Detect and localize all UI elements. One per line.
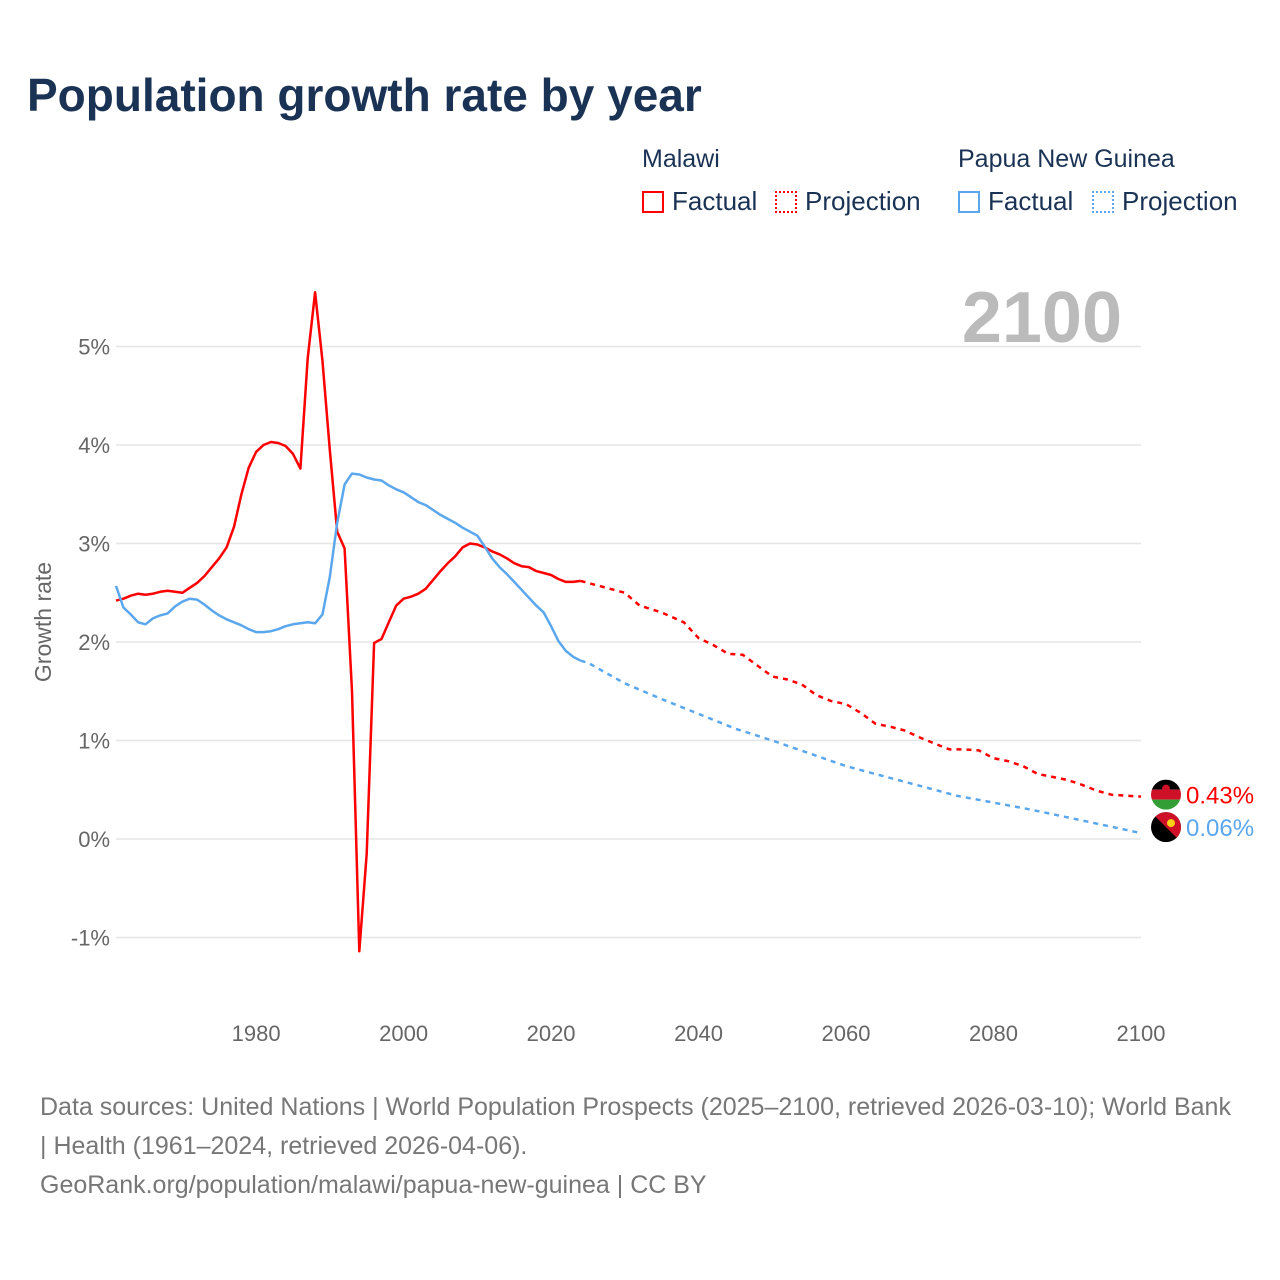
- legend-malawi-factual[interactable]: Factual: [642, 186, 757, 217]
- malawi-flag-icon: [1151, 779, 1181, 810]
- series-line-papua-new-guinea-projection: [580, 659, 1142, 835]
- y-tick-label: 5%: [78, 335, 110, 360]
- chart-title: Population growth rate by year: [27, 69, 702, 121]
- legend-group-malawi: Malawi: [642, 145, 720, 173]
- legend-group-png: Papua New Guinea: [958, 145, 1175, 173]
- y-tick-label: 0%: [78, 827, 110, 852]
- end-value-label: 0.43%: [1186, 783, 1254, 810]
- x-tick-label: 2080: [969, 1021, 1018, 1046]
- legend-png-factual[interactable]: Factual: [958, 186, 1073, 217]
- y-axis-label: Growth rate: [30, 562, 56, 682]
- year-watermark: 2100: [962, 278, 1122, 358]
- legend-swatch: [775, 190, 797, 213]
- x-tick-label: 2000: [379, 1021, 428, 1046]
- x-tick-label: 2060: [822, 1021, 871, 1046]
- y-tick-label: 2%: [78, 630, 110, 655]
- y-tick-label: -1%: [71, 926, 110, 951]
- legend-swatch: [642, 190, 664, 213]
- data-sources: Data sources: United Nations | World Pop…: [40, 1093, 1231, 1160]
- source-link[interactable]: GeoRank.org/population/malawi/papua-new-…: [40, 1171, 707, 1199]
- series-line-papua-new-guinea-factual: [114, 472, 582, 662]
- footer: Data sources: United Nations | World Pop…: [40, 1088, 1240, 1205]
- x-tick-label: 2020: [527, 1021, 576, 1046]
- y-tick-label: 1%: [78, 729, 110, 754]
- legend-swatch: [1092, 190, 1114, 213]
- y-tick-label: 4%: [78, 433, 110, 458]
- papua-new-guinea-flag-icon: [1151, 812, 1181, 843]
- end-value-label: 0.06%: [1186, 815, 1254, 842]
- legend-swatch: [958, 190, 980, 213]
- legend-label: Factual: [988, 186, 1074, 216]
- legend-malawi-projection[interactable]: Projection: [775, 186, 921, 217]
- legend-label: Projection: [1122, 186, 1238, 216]
- y-tick-label: 3%: [78, 532, 110, 557]
- series-line-malawi-factual: [115, 291, 581, 953]
- legend-png-projection[interactable]: Projection: [1092, 186, 1238, 217]
- line-chart: -1% 0% 1% 2% 3% 4% 5% 1980 2000 2020 2040 2060 2080 2…: [30, 278, 1254, 1046]
- x-tick-label: 2040: [674, 1021, 723, 1046]
- legend-label: Factual: [672, 186, 758, 216]
- x-tick-label: 2100: [1117, 1021, 1166, 1046]
- legend-label: Projection: [805, 186, 921, 216]
- x-tick-label: 1980: [232, 1021, 281, 1046]
- series-line-malawi-projection: [580, 579, 1142, 798]
